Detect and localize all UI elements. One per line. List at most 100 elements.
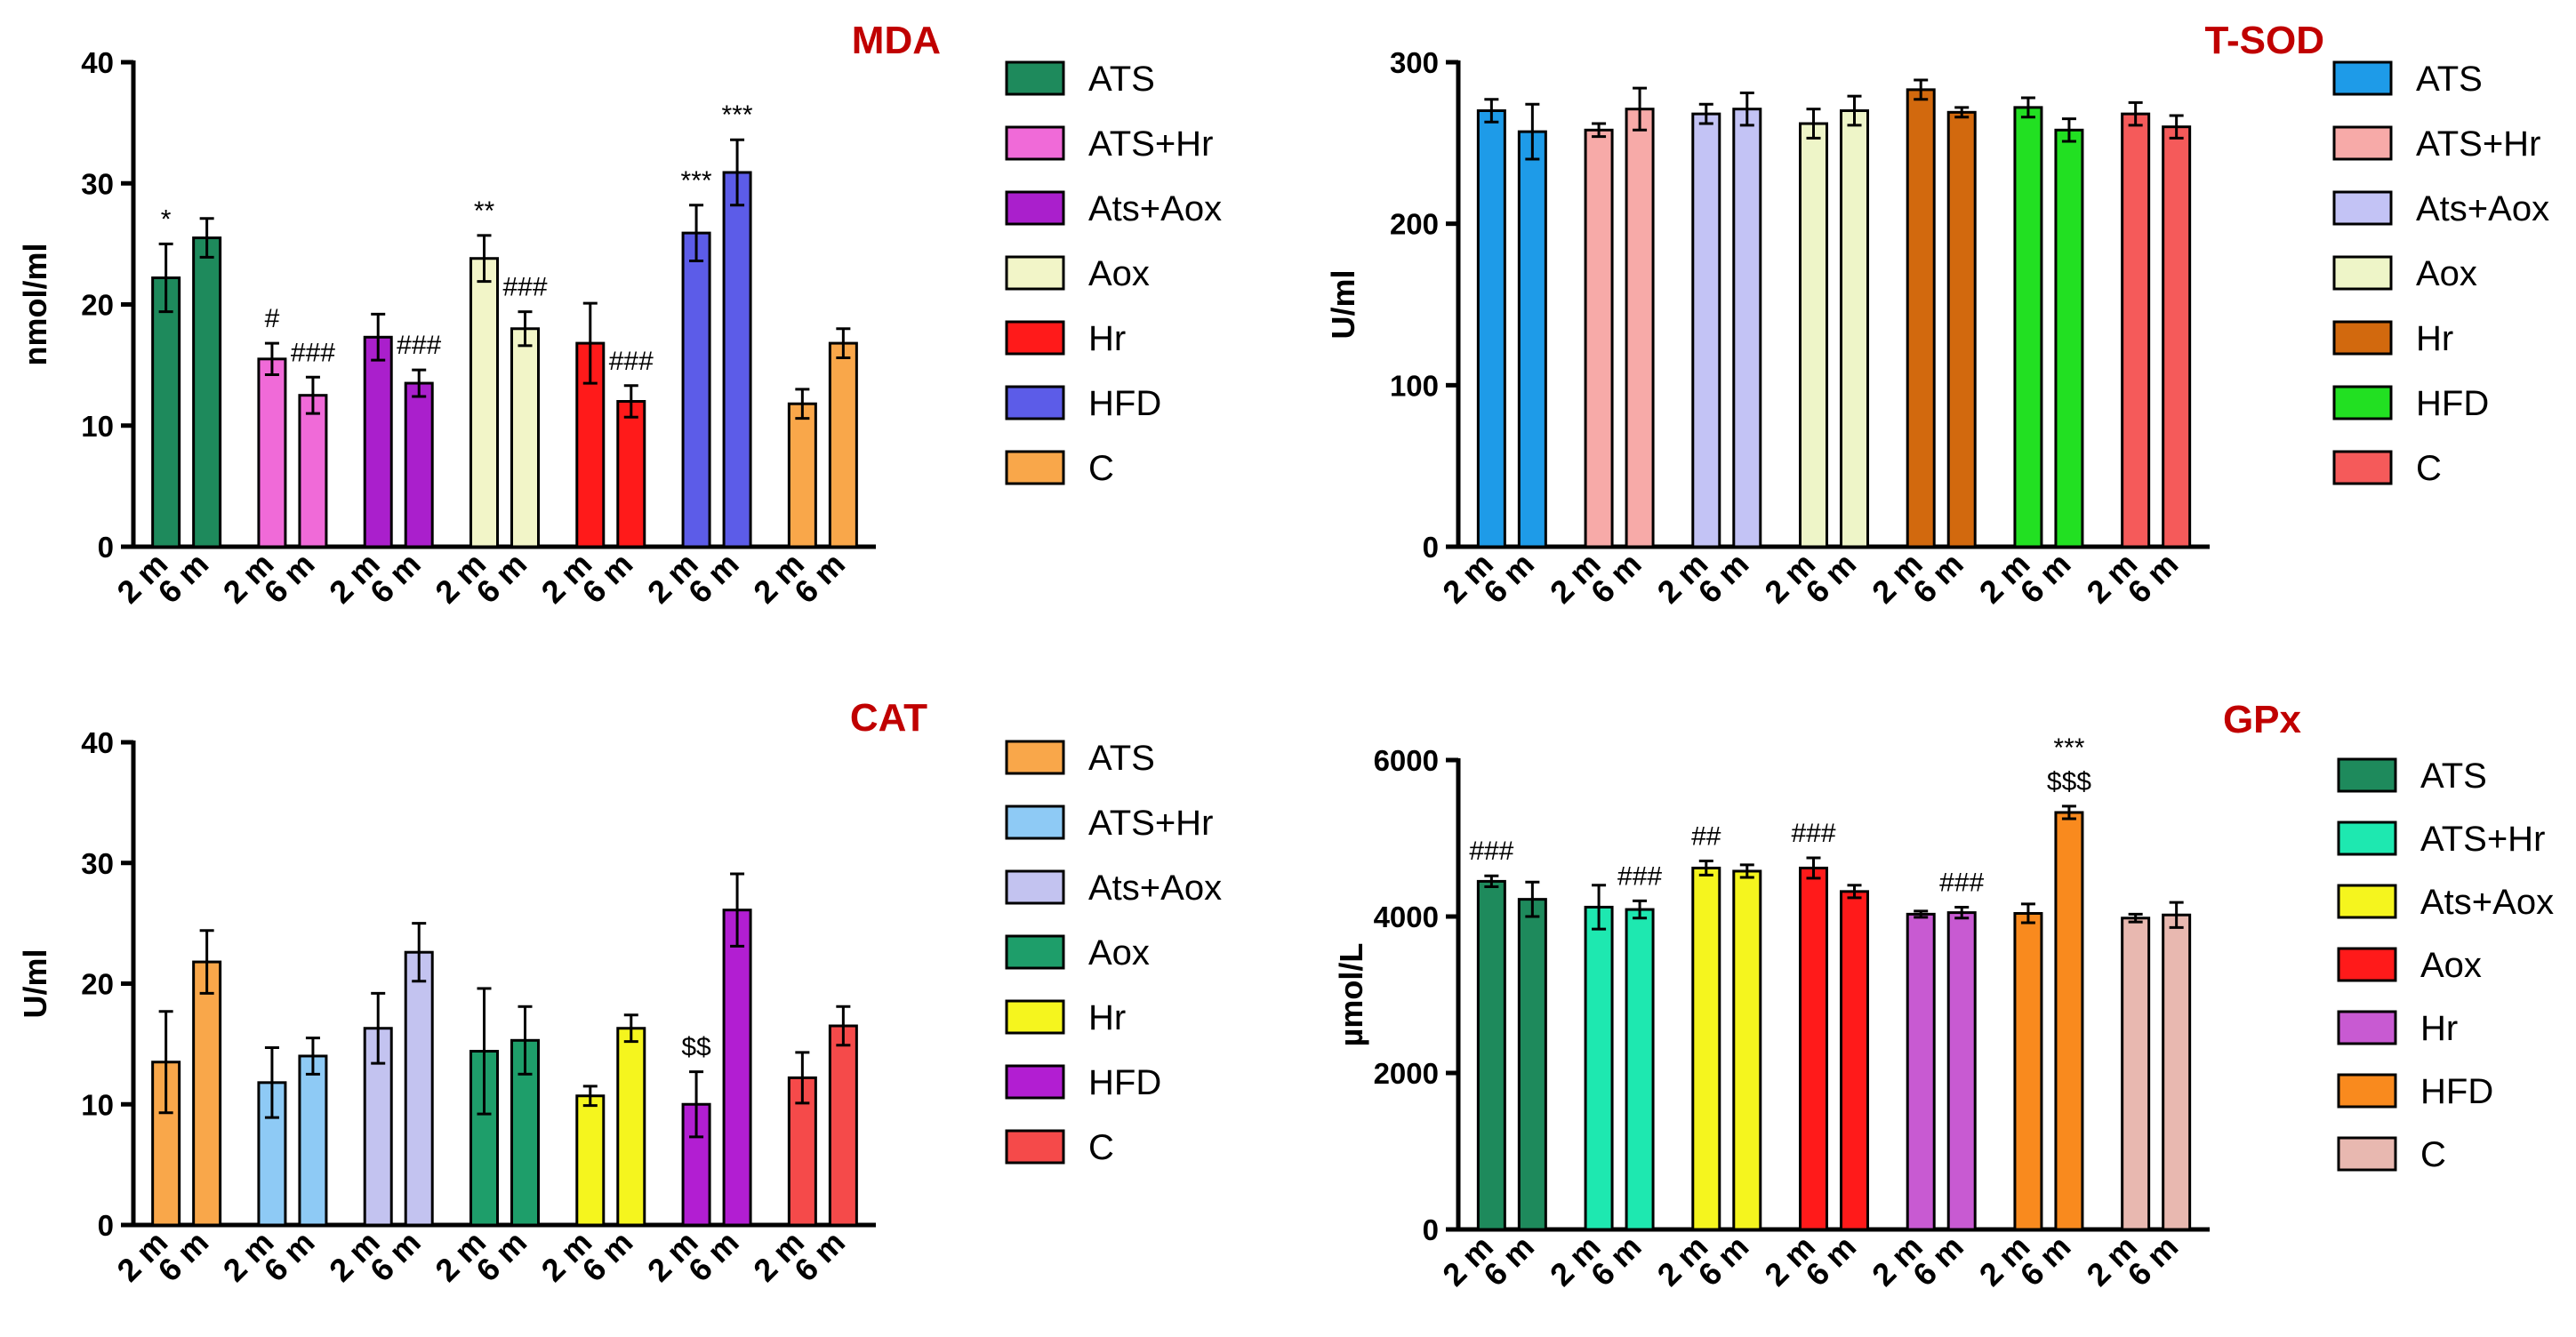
- cat-x-label: 6 m: [363, 1224, 428, 1289]
- tsod-legend-swatch: [2332, 385, 2393, 420]
- gpx-legend-label: Aox: [2420, 946, 2482, 985]
- mda-annotation: ###: [291, 338, 335, 367]
- gpx-bar-C-6 m: [2162, 913, 2192, 1231]
- mda-legend-label: ATS: [1088, 60, 1155, 99]
- mda-bar-Aox-6 m: [510, 327, 540, 548]
- mda-bar-ATS-2 m: [151, 276, 181, 548]
- mda-legend-swatch: [1005, 450, 1065, 485]
- cat-bar-C-6 m: [828, 1024, 858, 1227]
- mda-x-label: 6 m: [681, 546, 746, 611]
- cat-x-label: 6 m: [469, 1224, 534, 1289]
- tsod-bar-Hr-6 m: [1946, 110, 1977, 548]
- gpx-legend-label: HFD: [2420, 1072, 2493, 1111]
- tsod-bar-Hr-2 m: [1906, 88, 1936, 548]
- mda-bar-ATS+Hr-2 m: [257, 357, 287, 548]
- tsod-legend-label: ATS+Hr: [2416, 124, 2540, 164]
- gpx-bar-Aox-2 m: [1799, 866, 1828, 1231]
- cat-x-label: 6 m: [257, 1224, 322, 1289]
- gpx-legend-swatch: [2337, 1010, 2397, 1045]
- gpx-bar-ATS+Hr-2 m: [1584, 905, 1614, 1231]
- mda-bar-Ats+Aox-2 m: [363, 335, 393, 548]
- gpx-x-label: 6 m: [1476, 1229, 1541, 1293]
- cat-bar-Hr-2 m: [575, 1094, 606, 1227]
- gpx-annotation: ***: [2053, 733, 2084, 763]
- tsod-bar-Ats+Aox-2 m: [1691, 112, 1721, 548]
- gpx-legend-swatch: [2337, 1073, 2397, 1109]
- cat-legend-label: HFD: [1088, 1063, 1161, 1102]
- tsod-legend-label: ATS: [2416, 60, 2483, 99]
- gpx-legend-label: Hr: [2420, 1009, 2458, 1048]
- cat-legend-swatch: [1005, 934, 1065, 970]
- mda-legend-swatch: [1005, 385, 1065, 420]
- gpx-x-label: 6 m: [1798, 1229, 1863, 1293]
- mda-y-tick-label: 20: [81, 289, 114, 322]
- gpx-x-label: 6 m: [2120, 1229, 2185, 1293]
- gpx-annotation: ###: [1939, 868, 1984, 897]
- mda-legend-swatch: [1005, 320, 1065, 356]
- mda-x-label: 6 m: [575, 546, 640, 611]
- cat-y-tick-label: 30: [81, 847, 114, 880]
- cat-annotation: $$: [681, 1033, 711, 1062]
- gpx-bar-Hr-2 m: [1906, 912, 1936, 1231]
- tsod-y-tick-label: 0: [1423, 531, 1439, 564]
- gpx-bar-Ats+Aox-6 m: [1732, 869, 1762, 1231]
- mda-bar-Ats+Aox-6 m: [404, 381, 434, 548]
- mda-legend-swatch: [1005, 190, 1065, 226]
- gpx-annotation: $$$: [2047, 767, 2091, 797]
- tsod-bar-Aox-2 m: [1799, 122, 1828, 548]
- cat-legend-label: C: [1088, 1128, 1114, 1167]
- tsod-bar-Ats+Aox-6 m: [1732, 108, 1762, 548]
- mda-x-label: 6 m: [257, 546, 322, 611]
- cat-bar-Ats+Aox-6 m: [404, 950, 434, 1227]
- mda-bar-C-2 m: [787, 402, 817, 548]
- gpx-legend-label: Ats+Aox: [2420, 883, 2554, 922]
- tsod-bar-ATS+Hr-6 m: [1625, 108, 1655, 548]
- tsod-x-label: 6 m: [2120, 546, 2185, 611]
- tsod-y-tick-label: 100: [1390, 369, 1439, 402]
- tsod-legend-swatch: [2332, 60, 2393, 96]
- mda-legend-swatch: [1005, 60, 1065, 96]
- cat-y-label: U/ml: [17, 949, 53, 1018]
- gpx-y-tick-label: 2000: [1374, 1057, 1439, 1090]
- mda-y-tick-label: 40: [81, 46, 114, 79]
- cat-x-label: 6 m: [575, 1224, 640, 1289]
- cat-legend-swatch: [1005, 999, 1065, 1035]
- cat-legend-label: ATS: [1088, 739, 1155, 778]
- gpx-x-label: 6 m: [1906, 1229, 1970, 1293]
- gpx-y-tick-label: 6000: [1374, 744, 1439, 777]
- cat-title: CAT: [850, 696, 927, 740]
- mda-annotation: ***: [681, 166, 712, 196]
- mda-bar-ATS-6 m: [192, 236, 222, 548]
- cat-legend-label: Hr: [1088, 998, 1126, 1037]
- gpx-annotation: ###: [1791, 819, 1835, 848]
- mda-x-label: 6 m: [469, 546, 534, 611]
- mda-bar-ATS+Hr-6 m: [298, 394, 328, 548]
- cat-y-tick-label: 20: [81, 968, 114, 1001]
- gpx-annotation: ###: [1617, 861, 1662, 891]
- gpx-bar-HFD-2 m: [2013, 911, 2043, 1231]
- gpx-x-label: 6 m: [2013, 1229, 2078, 1293]
- mda-legend-label: Hr: [1088, 319, 1126, 358]
- mda-annotation: ###: [502, 273, 547, 302]
- cat-bar-ATS+Hr-6 m: [298, 1054, 328, 1227]
- tsod-bar-C-6 m: [2162, 125, 2192, 548]
- mda-y-tick-label: 0: [98, 531, 114, 564]
- mda-legend-label: Ats+Aox: [1088, 189, 1222, 228]
- gpx-bar-ATS+Hr-6 m: [1625, 908, 1655, 1231]
- tsod-bar-ATS-6 m: [1517, 130, 1547, 548]
- gpx-legend-swatch: [2337, 884, 2397, 919]
- gpx-bar-Aox-6 m: [1840, 890, 1869, 1231]
- cat-legend-label: Ats+Aox: [1088, 869, 1222, 908]
- mda-y-tick-label: 30: [81, 167, 114, 200]
- gpx-y-tick-label: 0: [1423, 1213, 1439, 1246]
- tsod-legend-label: HFD: [2416, 384, 2489, 423]
- mda-annotation: ***: [722, 100, 753, 130]
- gpx-legend-label: C: [2420, 1135, 2446, 1174]
- gpx-bar-ATS-2 m: [1476, 879, 1506, 1231]
- tsod-legend-label: C: [2416, 449, 2442, 488]
- tsod-bar-C-2 m: [2121, 112, 2151, 548]
- tsod-y-tick-label: 300: [1390, 46, 1439, 79]
- tsod-y-tick-label: 200: [1390, 208, 1439, 241]
